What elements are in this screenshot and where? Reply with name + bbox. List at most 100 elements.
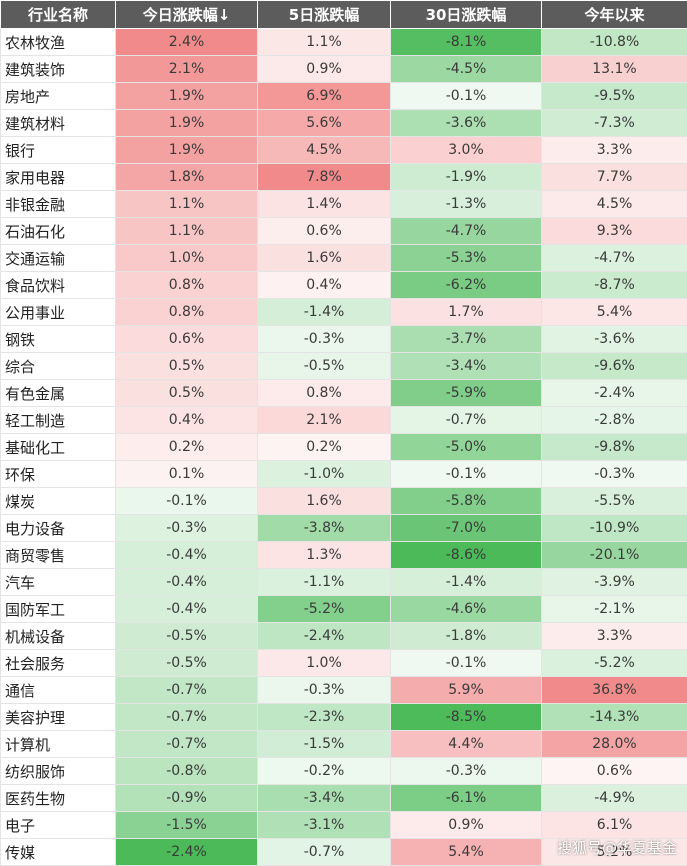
30day-change-cell: -1.9% <box>391 164 542 191</box>
30day-change-cell: -3.6% <box>391 110 542 137</box>
30day-change-cell: 1.7% <box>391 299 542 326</box>
table-row[interactable]: 传媒-2.4%-0.7%5.4%5.2% <box>1 839 687 866</box>
table-row[interactable]: 商贸零售-0.4%1.3%-8.6%-20.1% <box>1 542 687 569</box>
today-change-cell: 1.9% <box>116 137 258 164</box>
ytd-change-cell: 5.4% <box>542 299 687 326</box>
30day-change-cell: -5.0% <box>391 434 542 461</box>
5day-change-cell: 5.6% <box>258 110 391 137</box>
today-change-cell: 1.1% <box>116 218 258 245</box>
today-change-cell: -0.7% <box>116 704 258 731</box>
table-row[interactable]: 医药生物-0.9%-3.4%-6.1%-4.9% <box>1 785 687 812</box>
ytd-change-cell: -9.6% <box>542 353 687 380</box>
header-sector-name[interactable]: 行业名称 <box>1 1 116 29</box>
table-row[interactable]: 汽车-0.4%-1.1%-1.4%-3.9% <box>1 569 687 596</box>
sector-name-cell: 电力设备 <box>1 515 116 542</box>
table-header: 行业名称 今日涨跌幅↓ 5日涨跌幅 30日涨跌幅 今年以来 <box>1 1 687 29</box>
table-row[interactable]: 通信-0.7%-0.3%5.9%36.8% <box>1 677 687 704</box>
sector-name-cell: 社会服务 <box>1 650 116 677</box>
5day-change-cell: -0.3% <box>258 677 391 704</box>
30day-change-cell: -5.9% <box>391 380 542 407</box>
sector-name-cell: 医药生物 <box>1 785 116 812</box>
header-5day-change[interactable]: 5日涨跌幅 <box>258 1 391 29</box>
ytd-change-cell: 6.1% <box>542 812 687 839</box>
today-change-cell: 0.4% <box>116 407 258 434</box>
5day-change-cell: 1.6% <box>258 488 391 515</box>
table-row[interactable]: 机械设备-0.5%-2.4%-1.8%3.3% <box>1 623 687 650</box>
ytd-change-cell: -2.4% <box>542 380 687 407</box>
header-ytd-change[interactable]: 今年以来 <box>542 1 687 29</box>
sector-name-cell: 通信 <box>1 677 116 704</box>
today-change-cell: 0.5% <box>116 353 258 380</box>
today-change-cell: -0.5% <box>116 623 258 650</box>
30day-change-cell: -4.5% <box>391 56 542 83</box>
sector-name-cell: 环保 <box>1 461 116 488</box>
table-row[interactable]: 社会服务-0.5%1.0%-0.1%-5.2% <box>1 650 687 677</box>
today-change-cell: 2.4% <box>116 29 258 56</box>
table-row[interactable]: 国防军工-0.4%-5.2%-4.6%-2.1% <box>1 596 687 623</box>
ytd-change-cell: -5.2% <box>542 650 687 677</box>
30day-change-cell: -0.1% <box>391 83 542 110</box>
30day-change-cell: -8.6% <box>391 542 542 569</box>
table-row[interactable]: 电子-1.5%-3.1%0.9%6.1% <box>1 812 687 839</box>
ytd-change-cell: 3.3% <box>542 623 687 650</box>
today-change-cell: 1.8% <box>116 164 258 191</box>
30day-change-cell: 5.4% <box>391 839 542 866</box>
ytd-change-cell: -9.5% <box>542 83 687 110</box>
5day-change-cell: -0.7% <box>258 839 391 866</box>
sector-name-cell: 银行 <box>1 137 116 164</box>
30day-change-cell: -5.8% <box>391 488 542 515</box>
table-row[interactable]: 美容护理-0.7%-2.3%-8.5%-14.3% <box>1 704 687 731</box>
30day-change-cell: -8.5% <box>391 704 542 731</box>
5day-change-cell: -3.4% <box>258 785 391 812</box>
5day-change-cell: -1.1% <box>258 569 391 596</box>
today-change-cell: -0.4% <box>116 542 258 569</box>
sector-name-cell: 国防军工 <box>1 596 116 623</box>
30day-change-cell: -4.7% <box>391 218 542 245</box>
sector-name-cell: 建筑材料 <box>1 110 116 137</box>
today-change-cell: 0.1% <box>116 461 258 488</box>
30day-change-cell: -0.3% <box>391 758 542 785</box>
5day-change-cell: -0.2% <box>258 758 391 785</box>
5day-change-cell: 1.0% <box>258 650 391 677</box>
30day-change-cell: -0.1% <box>391 461 542 488</box>
ytd-change-cell: 5.2% <box>542 839 687 866</box>
5day-change-cell: -5.2% <box>258 596 391 623</box>
header-30day-change[interactable]: 30日涨跌幅 <box>391 1 542 29</box>
sector-name-cell: 计算机 <box>1 731 116 758</box>
today-change-cell: -2.4% <box>116 839 258 866</box>
ytd-change-cell: -4.7% <box>542 245 687 272</box>
header-today-change[interactable]: 今日涨跌幅↓ <box>116 1 258 29</box>
table-row[interactable]: 计算机-0.7%-1.5%4.4%28.0% <box>1 731 687 758</box>
30day-change-cell: 0.9% <box>391 812 542 839</box>
table-row[interactable]: 纺织服饰-0.8%-0.2%-0.3%0.6% <box>1 758 687 785</box>
30day-change-cell: -3.4% <box>391 353 542 380</box>
ytd-change-cell: 9.3% <box>542 218 687 245</box>
sector-name-cell: 公用事业 <box>1 299 116 326</box>
table-row[interactable]: 电力设备-0.3%-3.8%-7.0%-10.9% <box>1 515 687 542</box>
ytd-change-cell: -20.1% <box>542 542 687 569</box>
5day-change-cell: 7.8% <box>258 164 391 191</box>
ytd-change-cell: -14.3% <box>542 704 687 731</box>
today-change-cell: 0.8% <box>116 299 258 326</box>
table-row[interactable]: 煤炭-0.1%1.6%-5.8%-5.5% <box>1 488 687 515</box>
